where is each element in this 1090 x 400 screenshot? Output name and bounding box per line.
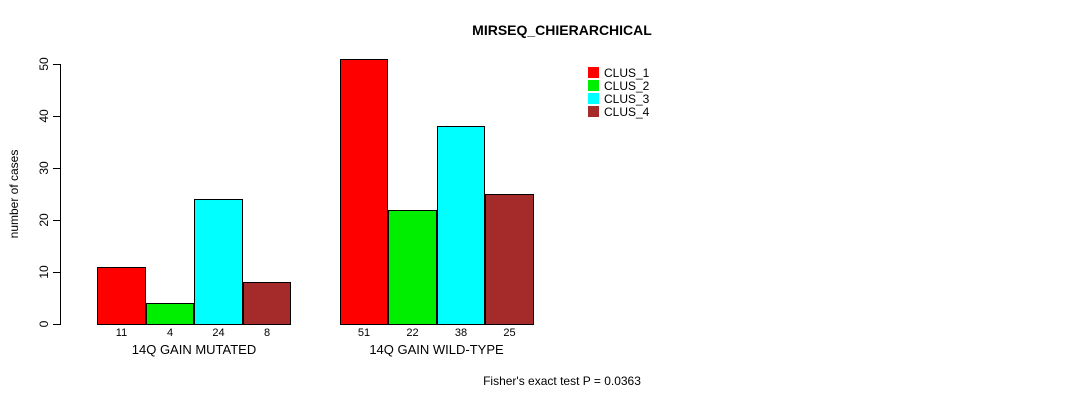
legend-swatch-clus_2 xyxy=(588,80,599,91)
legend-swatch-clus_3 xyxy=(588,93,599,104)
bar-value-label: 8 xyxy=(263,327,271,339)
bar-value-label: 11 xyxy=(115,327,128,339)
y-tick-label: 10 xyxy=(37,265,51,279)
y-tick-label: 30 xyxy=(37,161,51,175)
legend-label-clus_4: CLUS_4 xyxy=(604,105,650,119)
fisher-test-annotation: Fisher's exact test P = 0.0363 xyxy=(483,374,641,388)
y-tick-label: 40 xyxy=(37,109,51,123)
bar-clus_4-group2 xyxy=(485,194,534,325)
bar-value-label: 24 xyxy=(212,327,225,339)
bar-value-label: 22 xyxy=(406,327,419,339)
bar-value-label: 4 xyxy=(166,327,174,339)
y-tick-mark xyxy=(53,324,60,325)
y-axis-label: number of cases xyxy=(7,149,21,239)
y-tick-mark xyxy=(53,64,60,65)
legend-swatch-clus_1 xyxy=(588,67,599,78)
bar-value-label: 25 xyxy=(503,327,516,339)
legend-label-clus_3: CLUS_3 xyxy=(604,92,650,106)
bar-clus_3-group1 xyxy=(194,199,243,325)
group-label: 14Q GAIN WILD-TYPE xyxy=(369,342,504,357)
bar-clus_2-group2 xyxy=(388,210,437,325)
legend-label-clus_1: CLUS_1 xyxy=(604,66,650,80)
group-label: 14Q GAIN MUTATED xyxy=(131,342,257,357)
chart-title: MIRSEQ_CHIERARCHICAL xyxy=(472,22,652,38)
y-tick-label: 50 xyxy=(37,57,51,71)
y-tick-mark xyxy=(53,220,60,221)
bar-clus_1-group2 xyxy=(340,59,388,325)
bar-value-label: 38 xyxy=(454,327,468,339)
y-tick-mark xyxy=(53,168,60,169)
y-tick-mark xyxy=(53,116,60,117)
y-axis-line xyxy=(60,64,61,325)
y-tick-label: 0 xyxy=(37,320,51,328)
legend-label-clus_2: CLUS_2 xyxy=(604,79,650,93)
bar-clus_2-group1 xyxy=(146,303,194,325)
y-tick-mark xyxy=(53,272,60,273)
legend-swatch-clus_4 xyxy=(588,106,599,117)
bar-clus_3-group2 xyxy=(437,126,485,325)
bar-value-label: 51 xyxy=(357,327,371,339)
bar-clus_1-group1 xyxy=(97,267,146,325)
bar-clus_4-group1 xyxy=(243,282,291,325)
y-tick-label: 20 xyxy=(37,213,51,227)
